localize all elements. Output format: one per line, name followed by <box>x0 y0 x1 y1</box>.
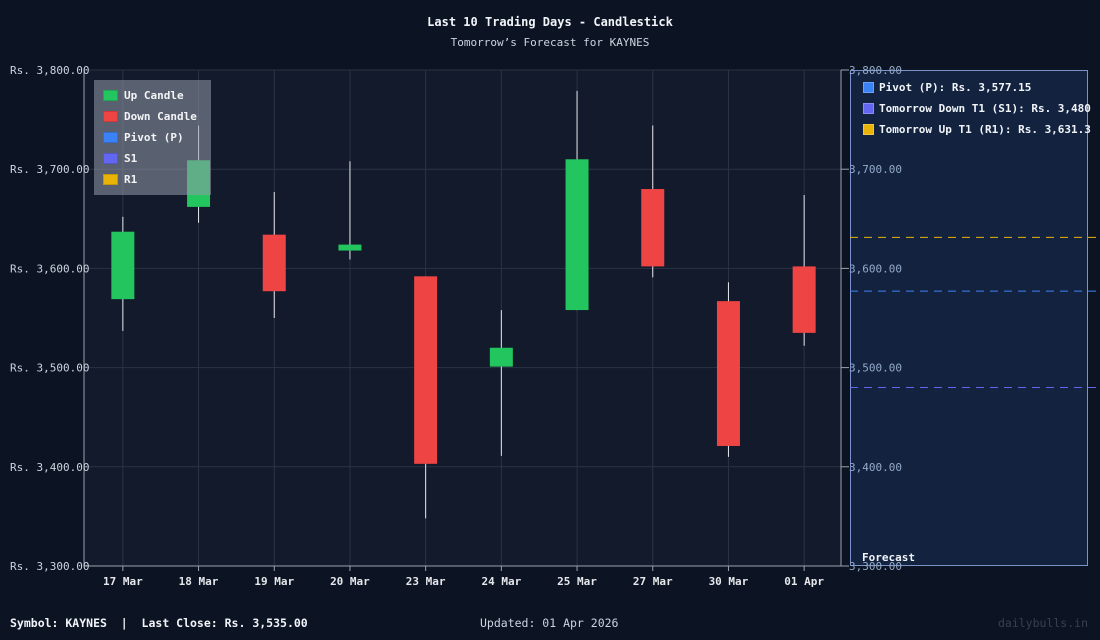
legend-item-s1: S1 <box>103 151 137 165</box>
s1-value: Tomorrow Down T1 (S1): Rs. 3,480 <box>879 102 1091 115</box>
chart-subtitle: Tomorrow’s Forecast for KAYNES <box>450 36 650 49</box>
symbol-last-close: Symbol: KAYNES | Last Close: Rs. 3,535.0… <box>10 616 308 630</box>
x-tick-label: 18 Mar <box>179 575 219 588</box>
y-tick-label: Rs. 3,700.00 <box>10 163 89 176</box>
legend-item-up-candle: Up Candle <box>103 88 184 102</box>
legend-label: S1 <box>124 151 138 165</box>
forecast-legend-pivot: Pivot (P): Rs. 3,577.15 <box>863 81 1031 94</box>
x-tick-label: 19 Mar <box>254 575 294 588</box>
y-tick-label: Rs. 3,600.00 <box>10 262 89 275</box>
chart-legend: Up Candle Down Candle Pivot (P) S1 R1 <box>94 80 211 195</box>
legend-label: Down Candle <box>124 109 197 123</box>
up-candle <box>111 231 135 300</box>
legend-item-r1: R1 <box>103 172 137 186</box>
s1-swatch-icon <box>863 103 874 114</box>
up-candle <box>565 159 589 311</box>
y-tick-label: Rs. 3,400.00 <box>10 461 89 474</box>
down-candle <box>262 234 286 292</box>
x-tick-label: 23 Mar <box>406 575 446 588</box>
down-candle <box>792 266 816 333</box>
down-candle <box>716 301 740 446</box>
chart-title: Last 10 Trading Days - Candlestick <box>427 15 673 29</box>
y-tick-label: Rs. 3,500.00 <box>10 362 89 375</box>
up-candle <box>338 244 362 251</box>
pivot-swatch-icon <box>103 131 118 143</box>
r1-swatch-icon <box>103 173 118 185</box>
y-tick-label: Rs. 3,300.00 <box>10 560 89 573</box>
x-tick-label: 17 Mar <box>103 575 143 588</box>
up-candle-swatch-icon <box>103 89 118 101</box>
s1-swatch-icon <box>103 152 118 164</box>
forecast-legend-s1: Tomorrow Down T1 (S1): Rs. 3,480 <box>863 102 1091 115</box>
x-tick-label: 27 Mar <box>633 575 673 588</box>
down-candle <box>641 189 665 267</box>
legend-item-down-candle: Down Candle <box>103 109 197 123</box>
x-tick-label: 24 Mar <box>481 575 521 588</box>
pivot-value: Pivot (P): Rs. 3,577.15 <box>879 81 1032 94</box>
legend-item-pivot: Pivot (P) <box>103 130 184 144</box>
x-tick-label: 01 Apr <box>784 575 824 588</box>
forecast-panel: Pivot (P): Rs. 3,577.15 Tomorrow Down T1… <box>850 70 1091 566</box>
x-tick-label: 25 Mar <box>557 575 597 588</box>
updated-date: Updated: 01 Apr 2026 <box>480 616 619 630</box>
forecast-legend-r1: Tomorrow Up T1 (R1): Rs. 3,631.3 <box>863 123 1091 136</box>
watermark: dailybulls.in <box>997 616 1088 630</box>
y-tick-label: Rs. 3,800.00 <box>10 64 89 77</box>
down-candle <box>414 276 438 464</box>
x-tick-label: 30 Mar <box>709 575 749 588</box>
legend-label: Pivot (P) <box>124 130 184 144</box>
legend-label: Up Candle <box>124 88 184 102</box>
r1-swatch-icon <box>863 124 874 135</box>
forecast-label: Forecast <box>862 551 915 564</box>
legend-label: R1 <box>124 172 138 186</box>
r1-value: Tomorrow Up T1 (R1): Rs. 3,631.3 <box>879 123 1091 136</box>
down-candle-swatch-icon <box>103 110 118 122</box>
x-tick-label: 20 Mar <box>330 575 370 588</box>
up-candle <box>489 347 513 367</box>
pivot-swatch-icon <box>863 82 874 93</box>
